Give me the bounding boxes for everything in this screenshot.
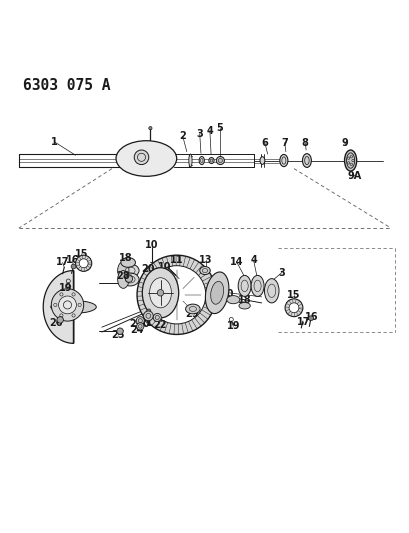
Circle shape <box>216 157 224 165</box>
Text: 10: 10 <box>157 262 171 272</box>
Circle shape <box>157 289 163 296</box>
Circle shape <box>134 150 148 165</box>
Text: 18: 18 <box>119 253 133 263</box>
Text: 7: 7 <box>281 138 288 148</box>
Ellipse shape <box>238 303 249 309</box>
Text: 26: 26 <box>49 318 63 328</box>
Circle shape <box>51 289 83 321</box>
Ellipse shape <box>279 155 287 167</box>
Text: 29: 29 <box>185 309 198 319</box>
Ellipse shape <box>226 296 239 304</box>
Text: 17: 17 <box>296 317 310 327</box>
Circle shape <box>58 296 76 314</box>
Text: 25: 25 <box>111 330 124 340</box>
Circle shape <box>146 309 151 313</box>
Text: 18: 18 <box>237 295 251 305</box>
Text: 19: 19 <box>226 321 240 332</box>
Ellipse shape <box>264 279 279 303</box>
Ellipse shape <box>199 157 204 165</box>
Ellipse shape <box>121 257 135 268</box>
Text: 2: 2 <box>179 131 186 141</box>
Ellipse shape <box>205 272 228 313</box>
Circle shape <box>143 311 153 321</box>
Ellipse shape <box>344 150 356 171</box>
Text: 20: 20 <box>140 264 154 274</box>
Text: 21: 21 <box>139 318 153 328</box>
Text: 10: 10 <box>137 319 150 329</box>
Ellipse shape <box>302 154 310 167</box>
Ellipse shape <box>199 266 210 274</box>
Circle shape <box>284 299 302 317</box>
Text: 22: 22 <box>153 320 166 330</box>
Text: 3: 3 <box>278 268 285 278</box>
Ellipse shape <box>117 271 129 288</box>
Circle shape <box>147 265 205 324</box>
Circle shape <box>57 317 63 323</box>
Circle shape <box>71 264 76 269</box>
Text: 19: 19 <box>58 282 72 293</box>
Text: 28: 28 <box>116 271 130 281</box>
Text: 10: 10 <box>144 240 158 251</box>
Text: 15: 15 <box>287 290 300 300</box>
Polygon shape <box>43 271 73 343</box>
Ellipse shape <box>185 304 200 314</box>
Text: 11: 11 <box>169 255 183 265</box>
Text: 13: 13 <box>199 255 212 265</box>
Text: 5: 5 <box>216 123 223 133</box>
Ellipse shape <box>121 264 139 277</box>
Text: 14: 14 <box>229 257 243 266</box>
Ellipse shape <box>142 268 178 318</box>
Circle shape <box>125 275 132 282</box>
Ellipse shape <box>208 158 213 164</box>
Circle shape <box>308 316 312 321</box>
Text: 17: 17 <box>56 257 69 268</box>
Text: 3: 3 <box>196 129 202 139</box>
Ellipse shape <box>238 276 250 296</box>
Text: 16: 16 <box>305 312 318 322</box>
Text: 16: 16 <box>65 255 79 265</box>
Ellipse shape <box>51 301 96 313</box>
Text: 4: 4 <box>206 126 213 135</box>
Ellipse shape <box>210 281 223 304</box>
Text: 23: 23 <box>129 319 143 329</box>
Text: 24: 24 <box>130 326 144 335</box>
Circle shape <box>136 322 144 330</box>
Circle shape <box>79 259 88 268</box>
Text: 8: 8 <box>301 138 308 148</box>
Text: 1: 1 <box>51 137 58 147</box>
Text: 20: 20 <box>220 289 234 299</box>
Ellipse shape <box>121 273 139 286</box>
Circle shape <box>137 255 216 334</box>
Text: 9A: 9A <box>347 171 361 181</box>
Ellipse shape <box>250 276 263 296</box>
Circle shape <box>75 255 92 271</box>
Text: 4: 4 <box>249 255 256 265</box>
Circle shape <box>117 328 123 334</box>
Circle shape <box>136 317 144 325</box>
Ellipse shape <box>149 278 171 308</box>
Circle shape <box>288 303 298 313</box>
Ellipse shape <box>116 141 176 176</box>
Text: 6: 6 <box>261 138 267 148</box>
Circle shape <box>153 313 161 321</box>
Ellipse shape <box>189 154 191 167</box>
Text: 15: 15 <box>75 249 88 260</box>
Circle shape <box>148 126 152 130</box>
Text: 6303 075 A: 6303 075 A <box>23 78 110 93</box>
Text: 9: 9 <box>340 138 347 148</box>
Ellipse shape <box>117 262 129 279</box>
Ellipse shape <box>259 157 264 164</box>
